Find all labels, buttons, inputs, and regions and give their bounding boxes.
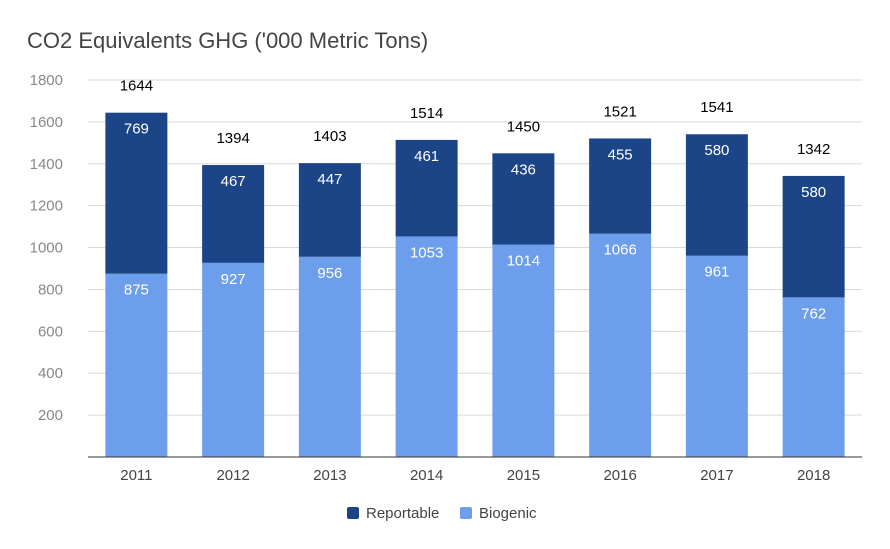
legend-swatch (347, 507, 359, 519)
data-label-total: 1514 (410, 105, 443, 122)
data-label-total: 1450 (507, 118, 540, 135)
data-label-total: 1394 (216, 130, 249, 147)
bar-reportable (298, 163, 361, 257)
data-label-reportable: 455 (608, 146, 633, 163)
data-label-biogenic: 961 (704, 264, 729, 281)
y-tick-label: 1200 (30, 198, 63, 215)
legend: Reportable Biogenic (347, 505, 537, 522)
data-label-reportable: 769 (124, 121, 149, 138)
data-label-total: 1403 (313, 128, 346, 145)
bar-biogenic (589, 233, 652, 457)
y-tick-label: 1600 (30, 114, 63, 131)
data-label-reportable: 580 (704, 142, 729, 159)
x-tick-label: 2011 (120, 467, 152, 484)
data-label-reportable: 580 (801, 184, 826, 201)
y-tick-label: 600 (38, 323, 63, 340)
data-label-biogenic: 927 (221, 271, 246, 288)
bar-biogenic (105, 273, 168, 457)
x-tick-label: 2012 (216, 467, 249, 484)
data-label-biogenic: 1066 (603, 242, 636, 259)
bar-reportable (492, 153, 555, 245)
x-axis: 2011 2012 2013 2014 2015 2016 2017 2018 (88, 456, 862, 484)
bar-reportable (395, 139, 458, 237)
bar-reportable (685, 134, 748, 256)
bar-biogenic (202, 262, 265, 457)
bar-reportable (202, 165, 265, 263)
data-label-total: 1541 (700, 99, 733, 116)
legend-swatch (460, 507, 472, 519)
bars: 875 769 1644 927 467 1394 956 447 1403 1053 461 151… (105, 78, 845, 457)
chart-title: CO2 Equivalents GHG ('000 Metric Tons) (27, 28, 428, 53)
y-tick-label: 1000 (30, 240, 63, 257)
x-tick-label: 2017 (700, 467, 733, 484)
y-tick-label: 800 (38, 281, 63, 298)
x-tick-label: 2018 (797, 467, 830, 484)
data-label-biogenic: 762 (801, 305, 826, 322)
bar-biogenic (298, 256, 361, 457)
data-label-reportable: 461 (414, 148, 439, 165)
y-tick-label: 1400 (30, 156, 63, 173)
data-label-reportable: 467 (221, 173, 246, 190)
data-label-total: 1644 (120, 78, 153, 95)
x-tick-label: 2015 (507, 467, 540, 484)
x-tick-label: 2013 (313, 467, 346, 484)
bar-reportable (782, 175, 845, 298)
data-label-total: 1521 (603, 103, 636, 120)
legend-label: Reportable (366, 505, 439, 522)
bar-biogenic (492, 244, 555, 457)
bar-reportable (105, 112, 168, 274)
y-axis: 200 400 600 800 1000 1200 1400 1600 1800 (30, 72, 63, 424)
data-label-total: 1342 (797, 141, 830, 158)
bar-biogenic (685, 255, 748, 457)
y-tick-label: 200 (38, 407, 63, 424)
data-label-reportable: 447 (317, 171, 342, 188)
y-tick-label: 1800 (30, 72, 63, 89)
x-tick-label: 2016 (603, 467, 636, 484)
y-tick-label: 400 (38, 365, 63, 382)
data-label-biogenic: 1014 (507, 253, 540, 270)
data-label-biogenic: 956 (317, 265, 342, 282)
data-label-biogenic: 1053 (410, 244, 443, 261)
legend-label: Biogenic (479, 505, 537, 522)
data-label-reportable: 436 (511, 161, 536, 178)
bar-reportable (589, 138, 652, 234)
bar-biogenic (395, 236, 458, 457)
data-label-biogenic: 875 (124, 282, 149, 299)
x-tick-label: 2014 (410, 467, 443, 484)
bar-biogenic (782, 297, 845, 457)
